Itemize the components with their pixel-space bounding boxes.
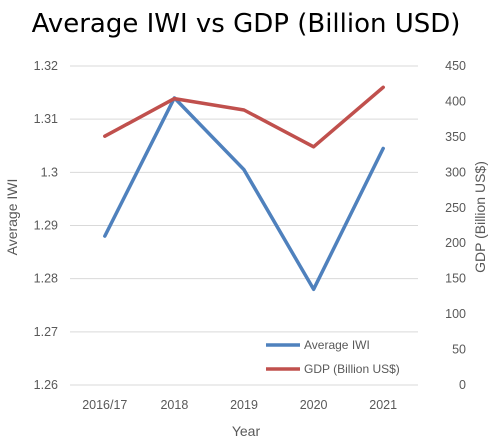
y2-tick-label: 150 bbox=[445, 272, 466, 286]
y-tick-label: 1.29 bbox=[34, 219, 58, 233]
y-tick-label: 1.26 bbox=[34, 378, 58, 392]
y-tick-label: 1.31 bbox=[34, 112, 58, 126]
x-tick-label: 2020 bbox=[300, 398, 328, 412]
y2-tick-label: 250 bbox=[445, 201, 466, 215]
series-line-1 bbox=[105, 87, 383, 147]
y2-tick-label: 400 bbox=[445, 94, 466, 108]
x-tick-label: 2019 bbox=[230, 398, 258, 412]
y-axis-label: Average IWI bbox=[4, 179, 20, 256]
y-tick-label: 1.27 bbox=[34, 325, 58, 339]
x-tick-label: 2018 bbox=[160, 398, 188, 412]
y-tick-label: 1.32 bbox=[34, 59, 58, 73]
legend-label-1: GDP (Billion US$) bbox=[304, 362, 400, 376]
x-axis-ticks: 2016/17 2018 2019 2020 2021 bbox=[82, 398, 397, 412]
y-tick-label: 1.3 bbox=[41, 165, 58, 179]
y2-tick-label: 100 bbox=[445, 307, 466, 321]
x-tick-label: 2021 bbox=[369, 398, 397, 412]
legend: Average IWI GDP (Billion US$) bbox=[266, 338, 400, 376]
left-axis-ticks: 1.26 1.27 1.28 1.29 1.3 1.31 1.32 bbox=[34, 59, 58, 392]
series-lines bbox=[105, 87, 383, 289]
legend-label-0: Average IWI bbox=[304, 338, 370, 352]
chart-title: Average IWI vs GDP (Billion USD) bbox=[32, 9, 461, 39]
y2-axis-label: GDP (Billion US$) bbox=[472, 161, 488, 273]
x-axis-label: Year bbox=[232, 423, 261, 439]
y2-tick-label: 300 bbox=[445, 165, 466, 179]
y2-tick-label: 450 bbox=[445, 59, 466, 73]
y2-tick-label: 350 bbox=[445, 130, 466, 144]
y-tick-label: 1.28 bbox=[34, 272, 58, 286]
x-tick-label: 2016/17 bbox=[82, 398, 127, 412]
y2-tick-label: 200 bbox=[445, 236, 466, 250]
right-axis-ticks: 0 50 100 150 200 250 300 350 400 450 bbox=[445, 59, 466, 392]
y2-tick-label: 0 bbox=[459, 378, 466, 392]
series-line-0 bbox=[105, 98, 383, 289]
y2-tick-label: 50 bbox=[452, 343, 466, 357]
